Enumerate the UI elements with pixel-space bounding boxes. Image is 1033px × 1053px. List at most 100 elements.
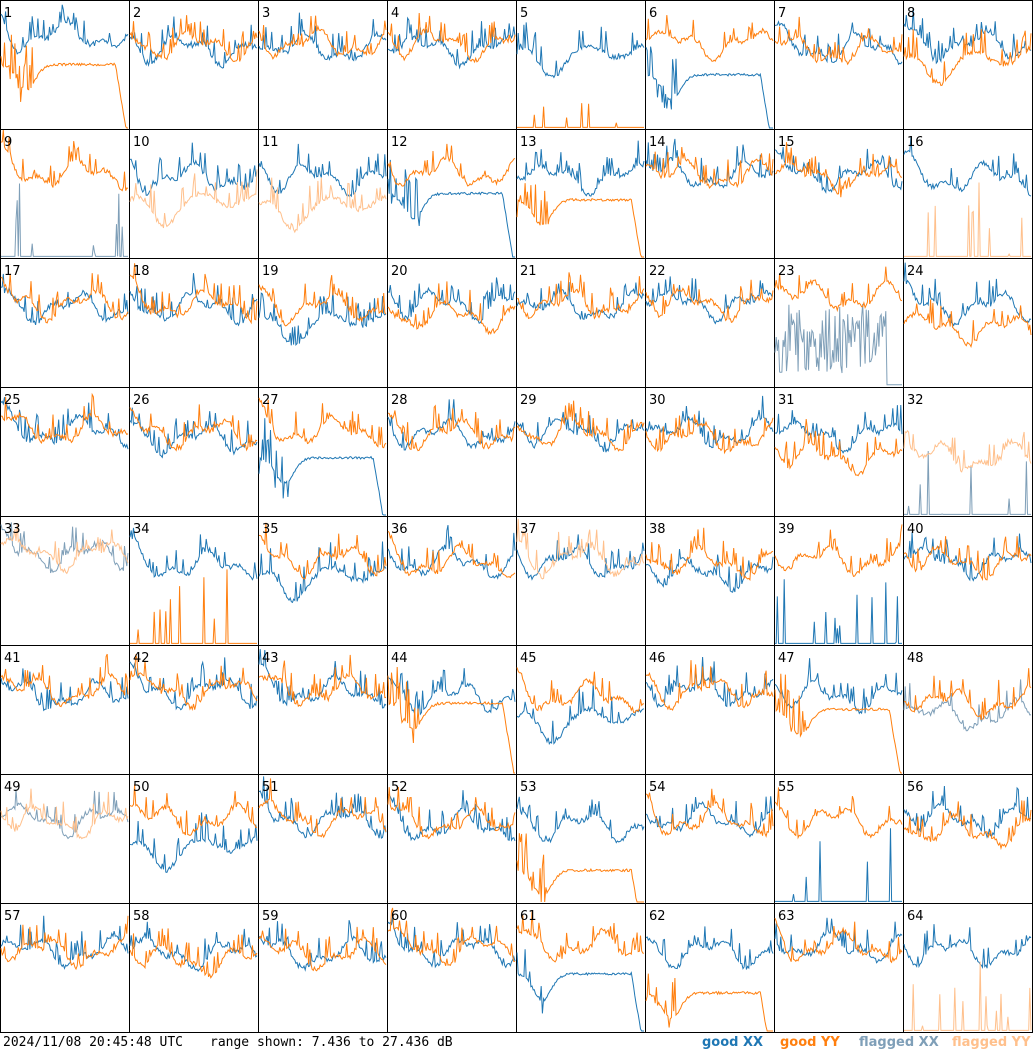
series-yy-17 — [0, 273, 129, 324]
panel-label: 23 — [778, 264, 795, 279]
series-xx-11 — [258, 143, 387, 198]
series-yy-10 — [129, 169, 258, 229]
panel-label: 15 — [778, 135, 795, 150]
series-yy-6 — [645, 15, 774, 62]
series-yy-50 — [129, 784, 258, 836]
panel-label: 42 — [133, 651, 150, 666]
panel-label: 61 — [520, 909, 537, 924]
series-yy-64 — [904, 961, 1032, 1031]
panel-label: 7 — [778, 6, 786, 21]
series-yy-13 — [516, 183, 644, 258]
series-yy-38 — [645, 527, 774, 581]
series-yy-58 — [129, 928, 258, 979]
panel-51: 51 — [258, 774, 388, 904]
series-xx-7 — [774, 20, 903, 66]
panel-label: 34 — [133, 522, 150, 537]
panel-10: 10 — [129, 129, 259, 259]
panel-34: 34 — [129, 516, 259, 646]
series-xx-35 — [258, 541, 387, 604]
panel-label: 51 — [262, 780, 279, 795]
panel-17: 17 — [0, 258, 130, 388]
panel-label: 22 — [649, 264, 666, 279]
series-yy-3 — [258, 15, 387, 60]
panel-frame — [387, 0, 517, 130]
series-yy-42 — [129, 654, 258, 711]
panel-31: 31 — [774, 387, 904, 517]
series-xx-12 — [387, 159, 515, 258]
panel-label: 36 — [391, 522, 408, 537]
legend-good-yy: good YY — [780, 1035, 840, 1050]
series-xx-21 — [516, 281, 645, 320]
series-xx-17 — [0, 273, 129, 326]
series-yy-5 — [517, 103, 644, 128]
series-yy-45 — [516, 667, 645, 713]
panel-label: 56 — [907, 780, 924, 795]
panel-label: 49 — [4, 780, 21, 795]
series-xx-20 — [387, 277, 516, 324]
series-yy-4 — [387, 12, 516, 64]
series-yy-7 — [774, 16, 903, 66]
series-yy-59 — [258, 926, 387, 972]
panel-18: 18 — [129, 258, 259, 388]
panel-22: 22 — [645, 258, 775, 388]
series-xx-26 — [129, 407, 258, 459]
panel-label: 57 — [4, 909, 21, 924]
series-yy-52 — [387, 786, 516, 840]
panel-label: 44 — [391, 651, 408, 666]
series-yy-35 — [258, 522, 387, 580]
series-xx-8 — [903, 8, 1032, 65]
panel-39: 39 — [774, 516, 904, 646]
panel-frame — [645, 0, 775, 130]
panel-20: 20 — [387, 258, 517, 388]
panel-3: 3 — [258, 0, 388, 130]
panel-35: 35 — [258, 516, 388, 646]
series-xx-14 — [645, 138, 774, 189]
series-xx-27 — [258, 418, 386, 516]
series-yy-54 — [645, 788, 774, 838]
series-xx-33 — [0, 522, 129, 574]
series-yy-25 — [0, 392, 129, 444]
series-xx-60 — [387, 916, 516, 969]
panel-9: 9 — [0, 129, 130, 259]
panel-label: 13 — [520, 135, 537, 150]
panel-label: 18 — [133, 264, 150, 279]
panel-25: 25 — [0, 387, 130, 517]
panel-label: 1 — [4, 6, 12, 21]
panel-57: 57 — [0, 903, 130, 1033]
series-xx-39 — [775, 579, 902, 644]
series-yy-23 — [774, 266, 903, 313]
panel-4: 4 — [387, 0, 517, 130]
timestamp: 2024/11/08 20:45:48 UTC — [3, 1035, 184, 1050]
panel-58: 58 — [129, 903, 259, 1033]
series-yy-44 — [387, 666, 515, 774]
series-yy-51 — [258, 778, 387, 839]
panel-label: 45 — [520, 651, 537, 666]
series-yy-2 — [129, 15, 258, 63]
series-yy-1 — [0, 34, 128, 129]
series-yy-57 — [0, 915, 129, 971]
panel-label: 39 — [778, 522, 795, 537]
series-xx-55 — [775, 828, 902, 902]
panel-label: 55 — [778, 780, 795, 795]
series-yy-47 — [774, 673, 902, 774]
series-xx-62 — [645, 926, 774, 970]
series-xx-30 — [645, 395, 774, 449]
series-yy-8 — [903, 29, 1032, 87]
series-xx-4 — [387, 16, 516, 70]
panel-label: 11 — [262, 135, 279, 150]
series-yy-33 — [0, 524, 129, 575]
panel-label: 29 — [520, 393, 537, 408]
series-xx-5 — [516, 22, 645, 79]
series-yy-15 — [774, 142, 903, 198]
panel-28: 28 — [387, 387, 517, 517]
series-xx-32 — [904, 450, 1031, 515]
series-yy-36 — [387, 530, 516, 579]
series-yy-43 — [258, 654, 387, 708]
panel-label: 54 — [649, 780, 666, 795]
series-xx-61 — [516, 949, 644, 1032]
series-xx-23 — [774, 303, 902, 386]
series-xx-47 — [774, 658, 903, 715]
panel-1: 1 — [0, 0, 130, 130]
series-yy-60 — [387, 907, 516, 967]
panel-label: 50 — [133, 780, 150, 795]
